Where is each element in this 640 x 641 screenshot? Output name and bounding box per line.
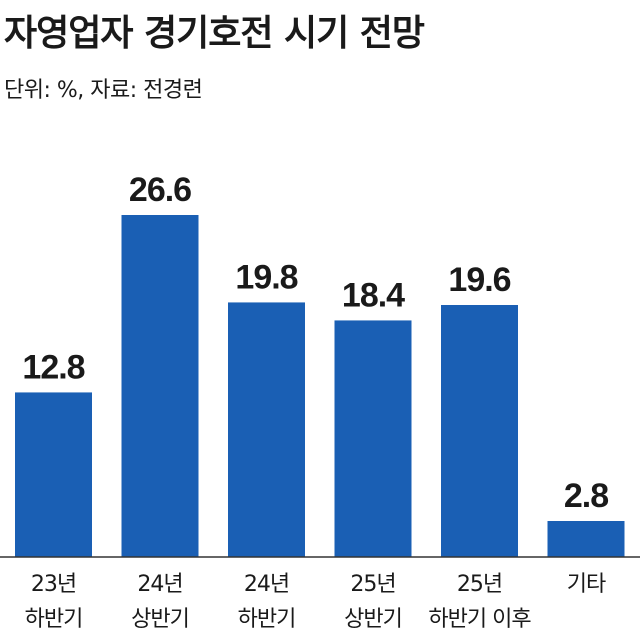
category-label-0-0: 23년 xyxy=(31,572,76,597)
value-label-2: 19.8 xyxy=(235,258,297,296)
chart-title: 자영업자 경기호전 시기 전망 xyxy=(4,13,425,54)
bar-3 xyxy=(334,320,412,557)
category-label-1-1: 상반기 xyxy=(131,607,189,632)
value-label-3: 18.4 xyxy=(342,276,405,314)
category-label-5-0: 기타 xyxy=(567,572,606,597)
category-label-3-0: 25년 xyxy=(350,572,395,597)
bar-0 xyxy=(15,392,92,557)
bar-2 xyxy=(228,302,305,557)
bar-1 xyxy=(121,215,199,557)
value-label-5: 2.8 xyxy=(564,477,608,515)
value-labels-group: 12.8 26.6 19.8 18.4 19.6 2.8 xyxy=(22,171,609,515)
category-label-3-1: 상반기 xyxy=(344,607,402,632)
category-label-2-1: 하반기 xyxy=(238,607,296,632)
category-label-2-0: 24년 xyxy=(244,572,289,597)
category-label-4-0: 25년 xyxy=(457,572,502,597)
value-label-4: 19.6 xyxy=(448,261,510,299)
category-label-1-0: 24년 xyxy=(137,572,182,597)
category-label-4-1: 하반기 이후 xyxy=(428,607,531,632)
bars-group xyxy=(15,215,625,557)
bar-4 xyxy=(441,305,518,557)
value-label-0: 12.8 xyxy=(22,348,84,386)
chart-subtitle: 단위: %, 자료: 전경련 xyxy=(4,78,203,103)
bar-5 xyxy=(547,521,625,557)
category-label-0-1: 하반기 xyxy=(25,607,83,632)
value-label-1: 26.6 xyxy=(129,171,191,209)
